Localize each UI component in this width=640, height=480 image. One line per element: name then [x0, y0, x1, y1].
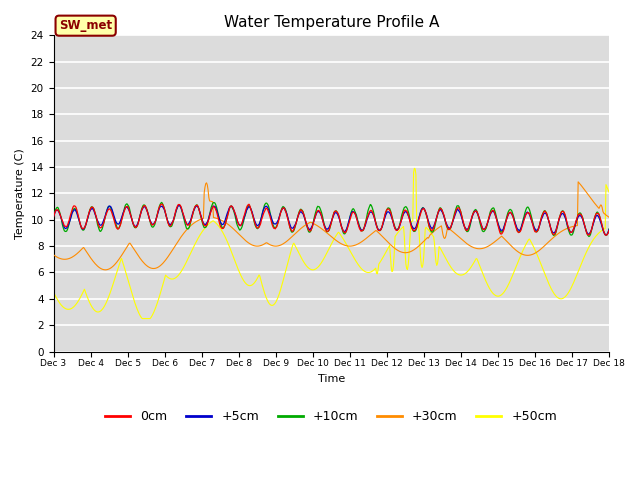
Title: Water Temperature Profile A: Water Temperature Profile A	[223, 15, 439, 30]
Y-axis label: Temperature (C): Temperature (C)	[15, 148, 25, 239]
Text: SW_met: SW_met	[59, 19, 112, 32]
X-axis label: Time: Time	[317, 374, 345, 384]
Legend: 0cm, +5cm, +10cm, +30cm, +50cm: 0cm, +5cm, +10cm, +30cm, +50cm	[100, 405, 562, 428]
